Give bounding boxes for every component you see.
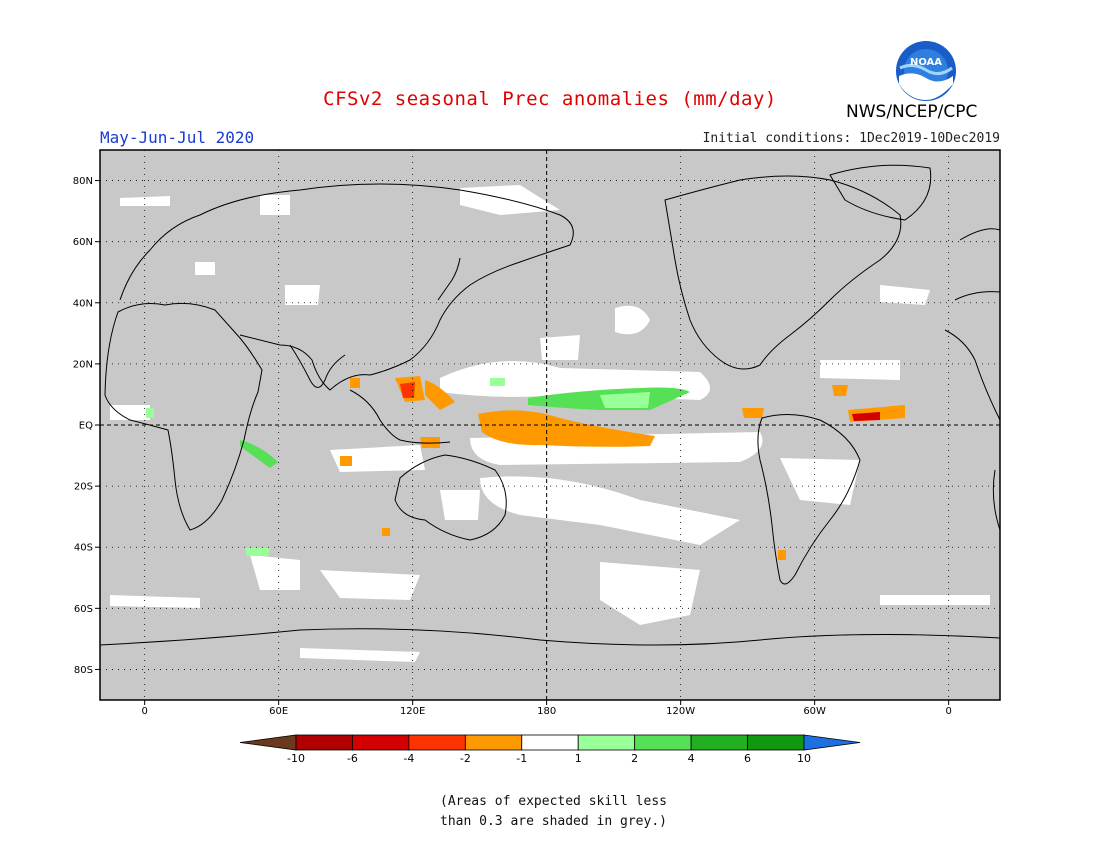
longitude-label: 120W	[666, 706, 695, 717]
colorbar-legend: -10 -6 -4 -2 -1 1 2 4 6 10	[239, 734, 861, 765]
latitude-label: 40N	[73, 298, 93, 309]
map-plot-area: 80N 60N 40N 20N EQ 20S 40S 60S 80S 0 60E 120E 180 12…	[73, 149, 1001, 717]
colorbar-label: -6	[347, 752, 358, 765]
colorbar-label: -4	[403, 752, 414, 765]
colorbar-label: 6	[744, 752, 751, 765]
colorbar-swatch	[690, 734, 748, 751]
latitude-label: 60S	[74, 604, 93, 615]
colorbar-label: 10	[797, 752, 811, 765]
colorbar-swatch	[295, 734, 353, 751]
latitude-label: 60N	[73, 237, 93, 248]
initial-conditions-label: Initial conditions: 1Dec2019-10Dec2019	[702, 131, 1000, 146]
latitude-label: 80S	[74, 665, 93, 676]
colorbar-label: 2	[631, 752, 638, 765]
logo-text: NOAA	[910, 57, 942, 68]
colorbar-swatch	[634, 734, 692, 751]
negative-anomaly-regions	[340, 376, 905, 560]
colorbar-high-triangle	[803, 734, 861, 751]
coastlines	[99, 164, 1001, 646]
positive-anomaly-regions	[146, 378, 690, 556]
latitude-tick-labels: 80N 60N 40N 20N EQ 20S 40S 60S 80S	[73, 176, 100, 676]
colorbar-label: 4	[688, 752, 695, 765]
longitude-label: 180	[537, 706, 556, 717]
longitude-label: 0	[141, 706, 147, 717]
colorbar-label: 1	[575, 752, 582, 765]
agency-label: NWS/NCEP/CPC	[846, 102, 978, 122]
longitude-label: 120E	[400, 706, 425, 717]
colorbar-low-triangle	[239, 734, 297, 751]
noaa-logo: NOAA	[896, 41, 956, 101]
colorbar-swatch	[747, 734, 805, 751]
footnote-line-2: than 0.3 are shaded in grey.)	[440, 814, 667, 829]
footnote-line-1: (Areas of expected skill less	[440, 794, 667, 809]
colorbar-swatch	[408, 734, 466, 751]
footnote: (Areas of expected skill less than 0.3 a…	[440, 792, 740, 832]
longitude-label: 60W	[803, 706, 826, 717]
latitude-label: EQ	[79, 421, 93, 432]
colorbar-swatch	[464, 734, 523, 751]
colorbar-label: -10	[287, 752, 305, 765]
latitude-label: 40S	[74, 543, 93, 554]
longitude-label: 0	[945, 706, 951, 717]
latitude-label: 20S	[74, 482, 93, 493]
colorbar-swatch	[521, 734, 579, 751]
longitude-tick-labels: 0 60E 120E 180 120W 60W 0	[141, 700, 952, 717]
graticule	[100, 150, 1000, 700]
latitude-label: 20N	[73, 359, 93, 370]
colorbar-swatch	[577, 734, 636, 751]
longitude-label: 60E	[269, 706, 288, 717]
chart-title: CFSv2 seasonal Prec anomalies (mm/day)	[323, 88, 777, 110]
latitude-label: 80N	[73, 176, 93, 187]
season-label: May-Jun-Jul 2020	[100, 128, 255, 147]
colorbar-label: -1	[516, 752, 527, 765]
colorbar-label: -2	[460, 752, 471, 765]
near-zero-anomaly-regions	[110, 185, 990, 662]
colorbar-swatch	[352, 734, 410, 751]
